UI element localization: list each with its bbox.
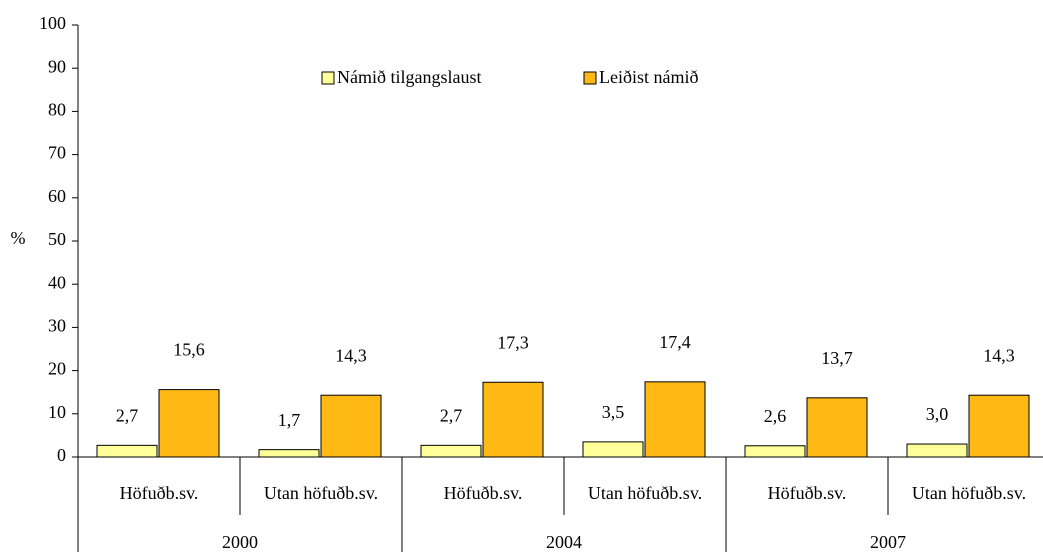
data-label: 17,4 <box>659 332 691 352</box>
bar <box>320 394 382 458</box>
bar <box>744 445 806 458</box>
bar <box>258 449 320 458</box>
bar <box>158 389 220 458</box>
y-tick-label: 80 <box>48 100 66 120</box>
data-label: 3,5 <box>602 402 625 422</box>
y-axis-label: % <box>11 228 26 248</box>
x-tick-label: Utan höfuðb.sv. <box>264 483 378 503</box>
legend-label: Námið tilgangslaust <box>337 67 481 87</box>
y-tick-label: 0 <box>57 445 66 465</box>
group-label: 2004 <box>546 532 582 552</box>
group-label: 2007 <box>870 532 906 552</box>
data-label: 2,7 <box>116 405 139 425</box>
bar <box>806 397 868 458</box>
bar <box>906 443 968 458</box>
x-tick-label: Utan höfuðb.sv. <box>588 483 702 503</box>
bar <box>582 441 644 458</box>
y-tick-label: 10 <box>48 402 66 422</box>
bar <box>482 381 544 458</box>
bar <box>644 381 706 458</box>
y-tick-label: 70 <box>48 143 66 163</box>
x-tick-label: Höfuðb.sv. <box>768 483 847 503</box>
bar <box>968 394 1030 458</box>
x-tick-label: Höfuðb.sv. <box>444 483 523 503</box>
y-tick-label: 60 <box>48 186 66 206</box>
x-tick-label: Höfuðb.sv. <box>120 483 199 503</box>
y-tick-label: 30 <box>48 316 66 336</box>
bar <box>420 444 482 458</box>
y-tick-label: 90 <box>48 56 66 76</box>
y-tick-label: 40 <box>48 272 66 292</box>
legend-swatch <box>583 71 597 85</box>
data-label: 3,0 <box>926 404 949 424</box>
data-label: 14,3 <box>335 345 367 365</box>
legend-swatch <box>321 71 335 85</box>
data-label: 1,7 <box>278 410 301 430</box>
data-label: 2,6 <box>764 406 787 426</box>
data-label: 2,7 <box>440 405 463 425</box>
y-tick-label: 50 <box>48 229 66 249</box>
y-tick-label: 20 <box>48 359 66 379</box>
data-label: 14,3 <box>983 345 1015 365</box>
data-label: 13,7 <box>821 348 853 368</box>
group-label: 2000 <box>222 532 258 552</box>
data-label: 17,3 <box>497 332 529 352</box>
x-tick-label: Utan höfuðb.sv. <box>912 483 1026 503</box>
y-tick-label: 100 <box>39 13 66 33</box>
legend-label: Leiðist námið <box>599 67 698 87</box>
bar <box>96 444 158 458</box>
data-label: 15,6 <box>173 340 205 360</box>
